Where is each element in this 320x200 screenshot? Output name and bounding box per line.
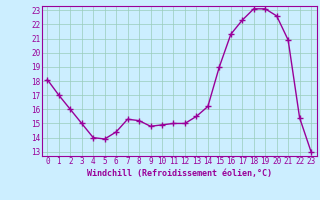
X-axis label: Windchill (Refroidissement éolien,°C): Windchill (Refroidissement éolien,°C) (87, 169, 272, 178)
